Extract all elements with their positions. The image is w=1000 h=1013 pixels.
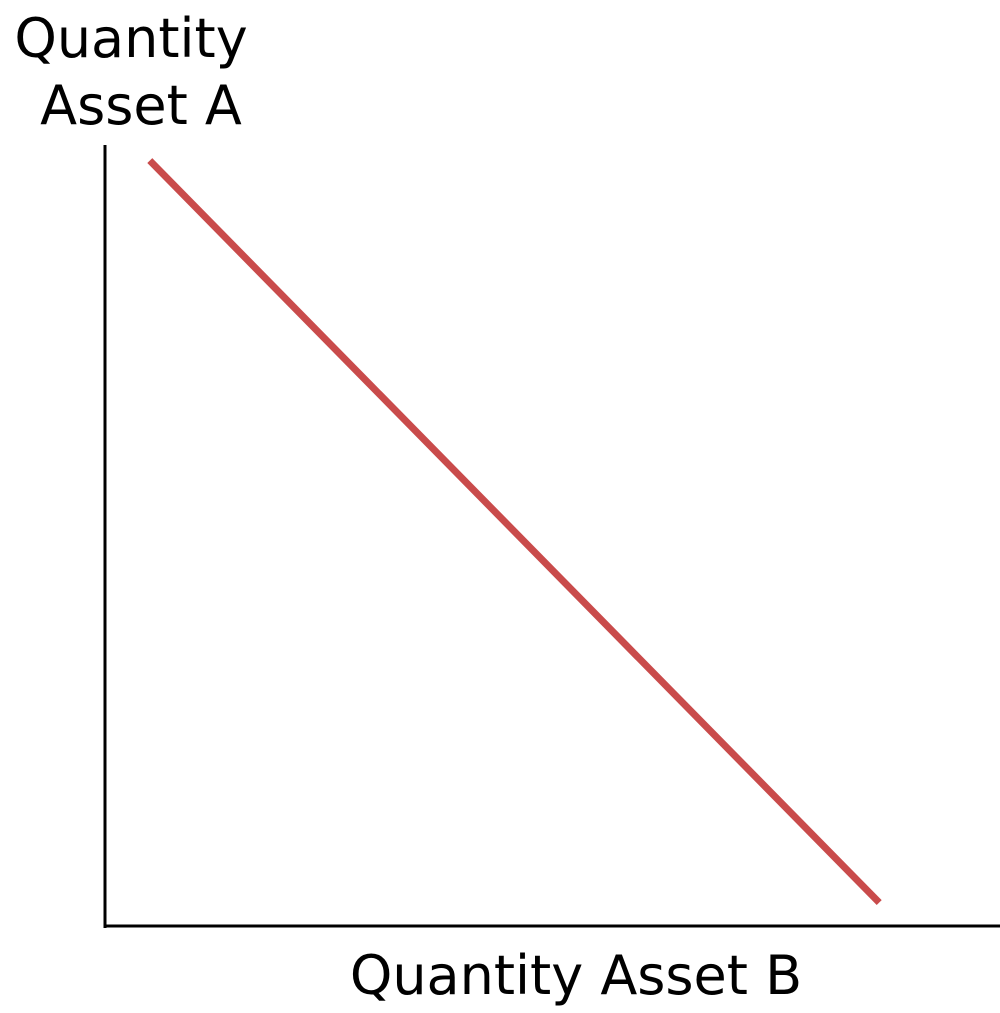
series-line-1 [147, 158, 882, 906]
series-layer [147, 158, 882, 906]
x-axis-label: Quantity Asset B [350, 944, 802, 1007]
y-axis-label-line-2: Asset A [40, 74, 242, 137]
y-axis-label-line-1: Quantity [14, 7, 247, 70]
